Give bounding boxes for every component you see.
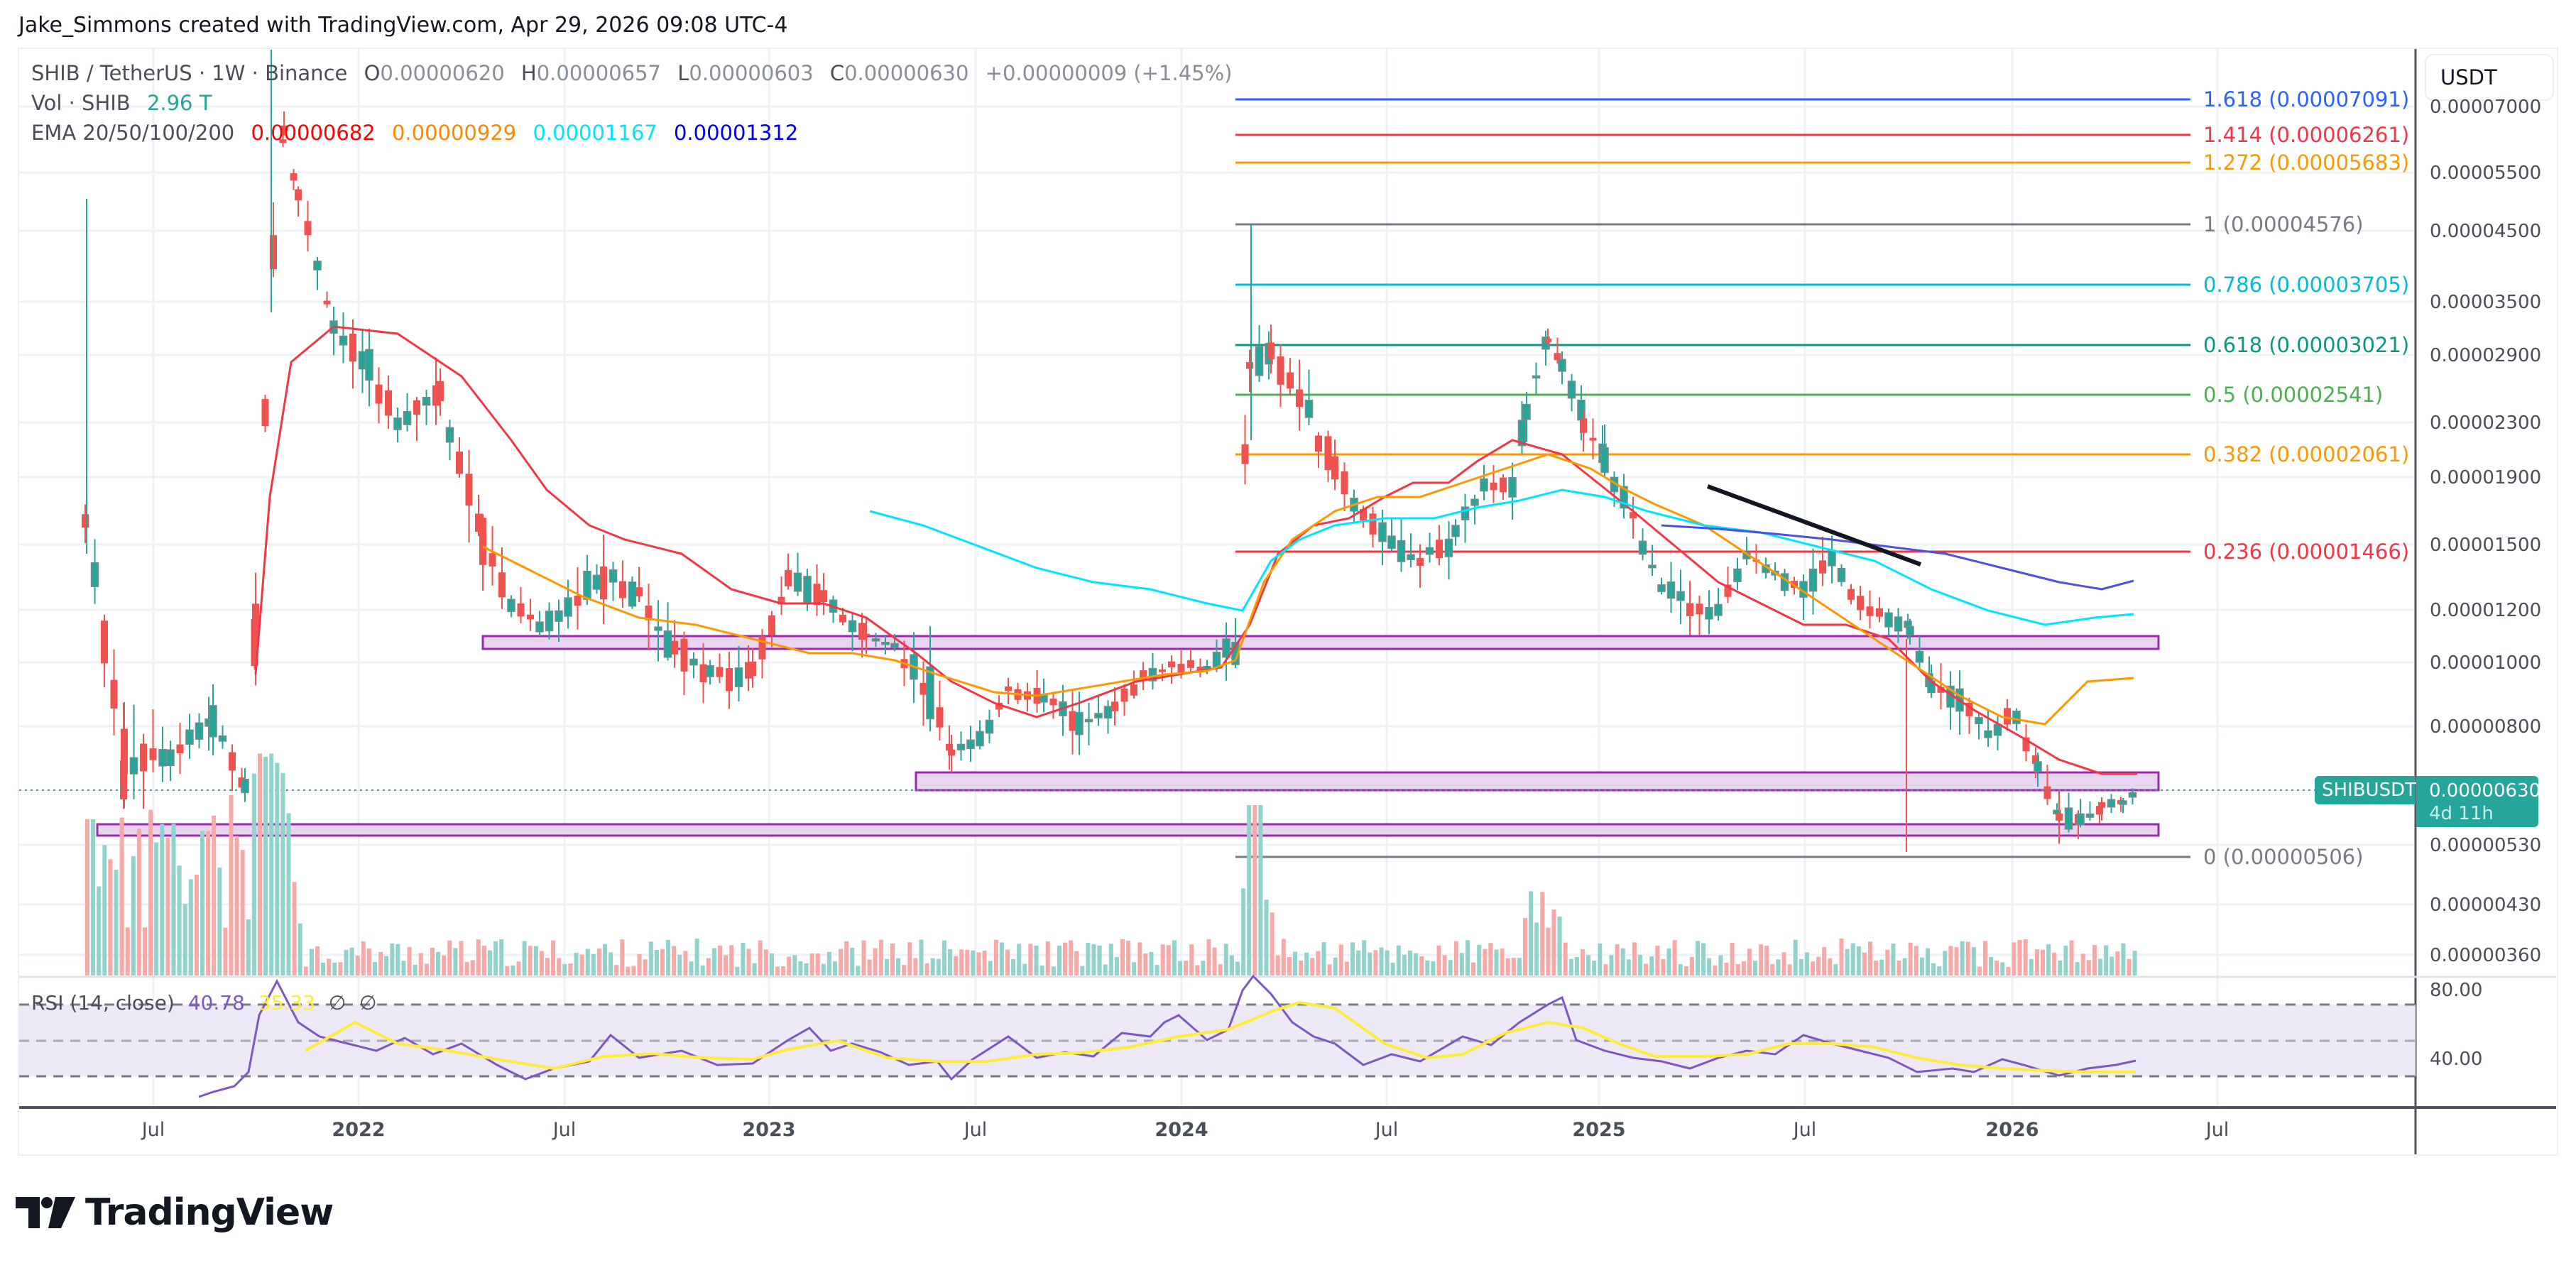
rsi-axis-label: 80.00 [2430, 980, 2483, 1001]
tradingview-logo[interactable]: TradingView [16, 1191, 334, 1234]
fib-level-label: 0.382 (0.00002061) [2203, 442, 2410, 466]
low-key: L [677, 61, 689, 85]
fib-level-label: 1.618 (0.00007091) [2203, 87, 2410, 111]
volume-label[interactable]: Vol · SHIB [31, 91, 131, 115]
time-axis-label: 2022 [332, 1119, 386, 1141]
close-value: 0.00000630 [844, 61, 969, 85]
ema-legend: EMA 20/50/100/200 0.00000682 0.00000929 … [31, 121, 808, 145]
ema200-value: 0.00001312 [673, 121, 799, 145]
time-axis-label: Jul [141, 1119, 165, 1141]
low-value: 0.00000603 [689, 61, 814, 85]
chart-frame [18, 48, 2558, 1156]
price-axis-label: 0.00000430 [2430, 895, 2542, 916]
open-key: O [364, 61, 381, 85]
last-price-tag: 0.00000630 4d 11h [2416, 776, 2541, 827]
currency-button[interactable]: USDT [2425, 54, 2554, 101]
ema100-value: 0.00001167 [533, 121, 657, 145]
bar-countdown: 4d 11h [2429, 803, 2494, 824]
close-key: C [829, 61, 845, 85]
rsi-ma-value: 35.33 [258, 991, 315, 1015]
rsi-axis-label: 40.00 [2430, 1049, 2483, 1070]
volume-value: 2.96 T [146, 91, 212, 115]
fib-level-label: 0.236 (0.00001466) [2203, 540, 2410, 564]
symbol-legend: SHIB / TetherUS · 1W · Binance O0.000006… [31, 61, 1243, 85]
volume-legend: Vol · SHIB 2.96 T [31, 91, 222, 115]
time-axis-label: 2026 [1985, 1119, 2039, 1141]
fib-level-label: 1 (0.00004576) [2203, 212, 2364, 236]
tradingview-logo-icon [16, 1197, 75, 1228]
time-axis-label: Jul [552, 1119, 577, 1141]
change-value: +0.00000009 (+1.45%) [985, 61, 1233, 85]
open-value: 0.00000620 [380, 61, 505, 85]
time-axis-label: 2024 [1155, 1119, 1208, 1141]
price-axis-label: 0.00002900 [2430, 345, 2542, 366]
chart-credit: Jake_Simmons created with TradingView.co… [18, 13, 788, 38]
time-axis-label: Jul [964, 1119, 988, 1141]
rsi-value: 40.78 [187, 991, 245, 1015]
rsi-legend: RSI (14, close) 40.78 35.33 ∅ ∅ [31, 991, 384, 1015]
price-axis-label: 0.00001200 [2430, 600, 2542, 621]
ema20-value: 0.00000682 [251, 121, 376, 145]
price-axis-label: 0.00002300 [2430, 412, 2542, 434]
time-axis-label: 2023 [742, 1119, 796, 1141]
price-axis-label: 0.00005500 [2430, 163, 2542, 184]
fib-level-label: 1.414 (0.00006261) [2203, 123, 2410, 147]
fib-level-label: 1.272 (0.00005683) [2203, 151, 2410, 175]
fib-level-label: 0.786 (0.00003705) [2203, 273, 2410, 297]
ema-label[interactable]: EMA 20/50/100/200 [31, 121, 235, 145]
high-value: 0.00000657 [536, 61, 661, 85]
price-axis-label: 0.00000530 [2430, 835, 2542, 856]
last-price: 0.00000630 [2429, 780, 2541, 802]
time-axis-label: Jul [1793, 1119, 1817, 1141]
price-axis-label: 0.00000360 [2430, 945, 2542, 966]
price-axis-label: 0.00001000 [2430, 652, 2542, 674]
high-key: H [520, 61, 537, 85]
time-axis-label: Jul [2205, 1119, 2230, 1141]
price-axis-label: 0.00007000 [2430, 97, 2542, 118]
price-axis-label: 0.00003500 [2430, 292, 2542, 313]
time-axis-label: 2025 [1572, 1119, 1626, 1141]
rsi-na-2: ∅ [359, 991, 377, 1015]
price-axis-label: 0.00001500 [2430, 535, 2542, 556]
fib-level-label: 0 (0.00000506) [2203, 845, 2364, 869]
ema50-value: 0.00000929 [391, 121, 517, 145]
price-axis-label: 0.00001900 [2430, 467, 2542, 488]
rsi-na-1: ∅ [328, 991, 346, 1015]
tradingview-logo-text: TradingView [85, 1191, 334, 1234]
symbol-price-tag: SHIBUSDT [2315, 776, 2416, 804]
fib-level-label: 0.618 (0.00003021) [2203, 333, 2410, 357]
symbol-title[interactable]: SHIB / TetherUS · 1W · Binance [31, 61, 348, 85]
rsi-label[interactable]: RSI (14, close) [31, 991, 175, 1015]
time-axis-label: Jul [1375, 1119, 1399, 1141]
price-axis-label: 0.00004500 [2430, 221, 2542, 242]
price-axis-label: 0.00000800 [2430, 716, 2542, 738]
fib-level-label: 0.5 (0.00002541) [2203, 383, 2384, 407]
